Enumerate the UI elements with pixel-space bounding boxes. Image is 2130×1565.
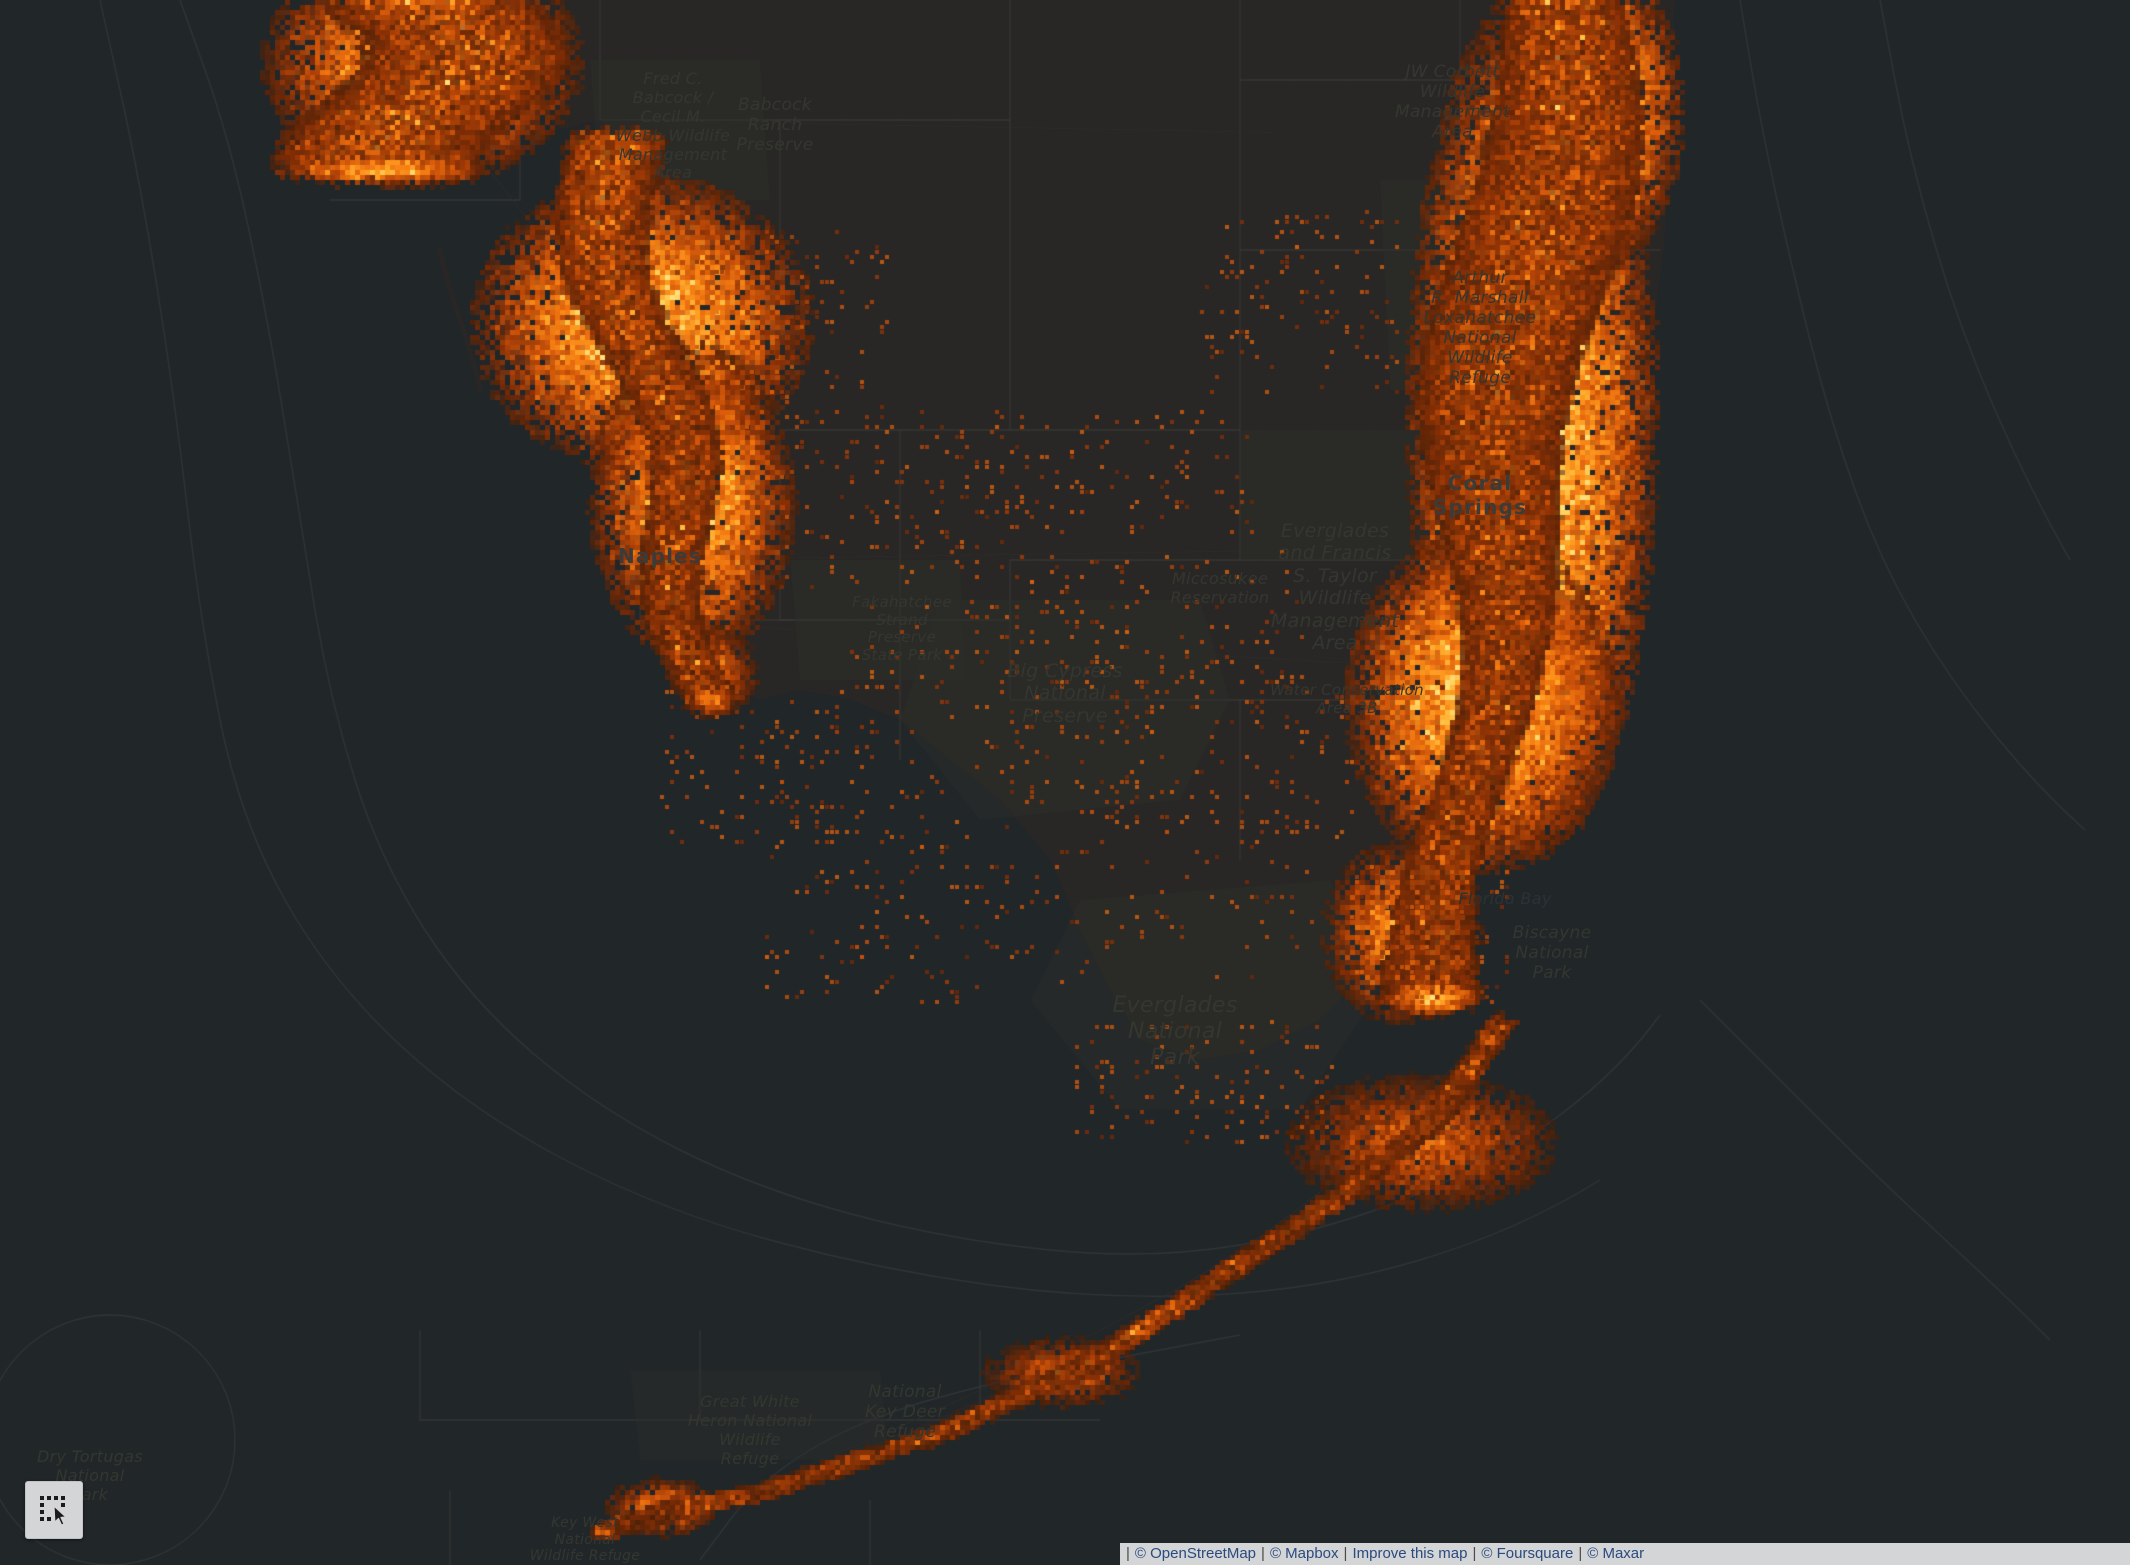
attribution-separator: | — [1261, 1545, 1265, 1562]
attribution-separator: | — [1578, 1545, 1583, 1562]
attribution-prefix: | — [1126, 1545, 1130, 1562]
attribution-bar[interactable]: | © OpenStreetMap | © Mapbox | Improve this … — [1120, 1543, 2130, 1565]
attribution-item[interactable]: Improve this map — [1352, 1545, 1468, 1562]
attribution-item[interactable]: © Foursquare — [1481, 1545, 1574, 1562]
box-select-icon — [40, 1496, 67, 1526]
box-select-tool[interactable] — [25, 1481, 83, 1539]
attribution-item[interactable]: © OpenStreetMap — [1134, 1545, 1257, 1562]
attribution-item[interactable]: © Mapbox — [1269, 1545, 1339, 1562]
attribution-separator: | — [1472, 1545, 1477, 1562]
attribution-item[interactable]: © Maxar — [1587, 1545, 1645, 1562]
attribution-separator: | — [1343, 1545, 1348, 1562]
